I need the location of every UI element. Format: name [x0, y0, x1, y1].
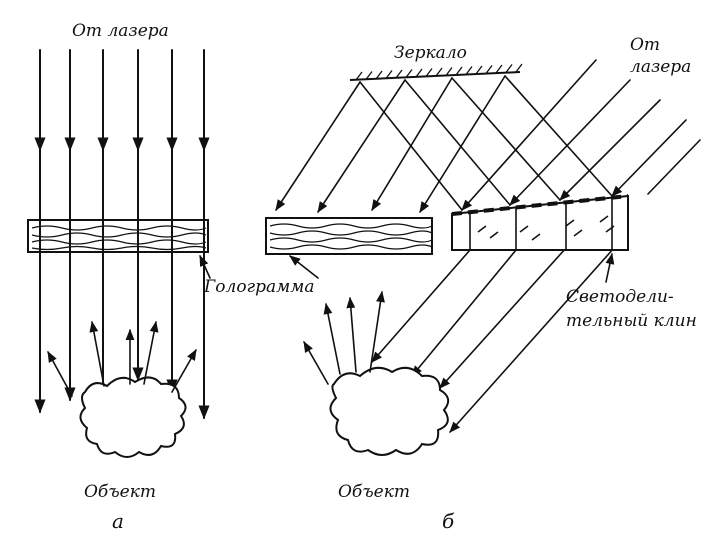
panel-label-b: б: [442, 509, 455, 533]
object-label-b: Объект: [338, 482, 410, 502]
hologram-b-pointer: [289, 255, 319, 279]
scattered-rays-a: [47, 320, 197, 397]
laser-label-b-line1: От: [630, 35, 660, 55]
hologram-plate-a: [27, 219, 209, 253]
mirror-label: Зеркало: [394, 43, 467, 63]
laser-label-a: От лазера: [72, 21, 169, 41]
scattered-rays-b: [303, 290, 385, 385]
splitter-label-line2: тельный клин: [566, 311, 697, 331]
laser-label-b-line2: лазера: [630, 57, 691, 77]
beam-splitter-wedge: [451, 194, 629, 251]
panel-label-a: а: [112, 509, 124, 533]
label-pointers: [199, 252, 615, 283]
panel-b: [265, 59, 701, 456]
object-beams-b: [371, 247, 615, 433]
mirror: [349, 63, 523, 81]
hologram-a-pointer: [199, 254, 211, 279]
splitter-pointer: [605, 252, 615, 283]
splitter-label-line1: Светодели-: [566, 287, 674, 307]
object-label-a: Объект: [84, 482, 156, 502]
reference-rays: [275, 75, 613, 213]
object-b: [329, 366, 450, 456]
hologram-label: Голограмма: [203, 277, 314, 297]
object-a: [79, 376, 187, 458]
panel-a: [27, 49, 210, 458]
hologram-plate-b: [265, 217, 433, 255]
laser-beams-b: [461, 59, 701, 211]
